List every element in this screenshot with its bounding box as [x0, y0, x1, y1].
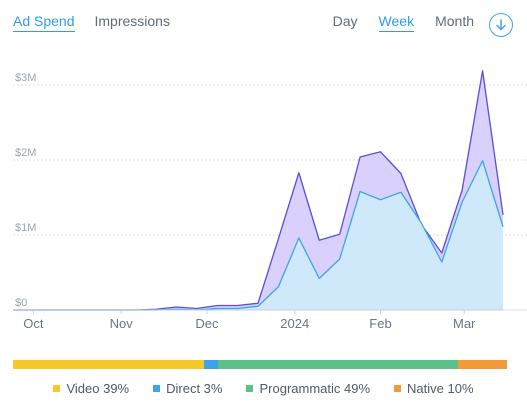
legend-item-programmatic: Programmatic 49% — [246, 381, 370, 396]
y-tick-label: $0 — [15, 297, 27, 309]
tab-impressions[interactable]: Impressions — [94, 13, 170, 29]
y-tick-label: $3M — [15, 72, 36, 84]
legend-label: Programmatic 49% — [259, 381, 371, 396]
tab-week[interactable]: Week — [378, 13, 415, 32]
share-bar — [13, 360, 507, 369]
legend-label: Native 10% — [407, 381, 474, 396]
period-tabs: Day Week Month — [333, 13, 474, 32]
legend-swatch — [246, 385, 254, 392]
x-tick-label: 2024 — [280, 316, 309, 331]
share-segment-programmatic — [218, 360, 459, 369]
x-tick-label: Mar — [453, 316, 476, 331]
legend: Video 39% Direct 3% Programmatic 49% Nat… — [0, 381, 527, 396]
x-tick-label: Nov — [110, 316, 134, 331]
share-segment-video — [13, 360, 204, 369]
legend-label: Direct 3% — [166, 381, 223, 396]
series-area-1 — [13, 160, 503, 310]
ad-spend-chart: $0 $1M $2M $3M Oct Nov Dec 2024 Feb Mar — [13, 70, 527, 331]
x-tick-label: Feb — [369, 316, 391, 331]
tab-ad-spend[interactable]: Ad Spend — [13, 13, 75, 32]
legend-label: Video 39% — [66, 381, 130, 396]
x-tick-label: Dec — [195, 316, 219, 331]
legend-swatch — [394, 385, 402, 392]
download-circle-icon — [496, 19, 506, 31]
metric-tabs: Ad Spend Impressions — [13, 13, 170, 32]
share-segment-native — [458, 360, 507, 369]
legend-swatch — [153, 385, 161, 392]
x-tick-label: Oct — [23, 316, 44, 331]
tab-month[interactable]: Month — [435, 13, 474, 29]
legend-swatch — [53, 385, 61, 392]
legend-item-video: Video 39% — [53, 381, 129, 396]
share-segment-direct — [203, 360, 219, 369]
y-tick-label: $1M — [15, 222, 36, 234]
legend-item-direct: Direct 3% — [153, 381, 222, 396]
tab-day[interactable]: Day — [332, 13, 358, 29]
download-button[interactable] — [489, 13, 513, 37]
y-tick-label: $2M — [15, 147, 36, 159]
legend-item-native: Native 10% — [394, 381, 474, 396]
